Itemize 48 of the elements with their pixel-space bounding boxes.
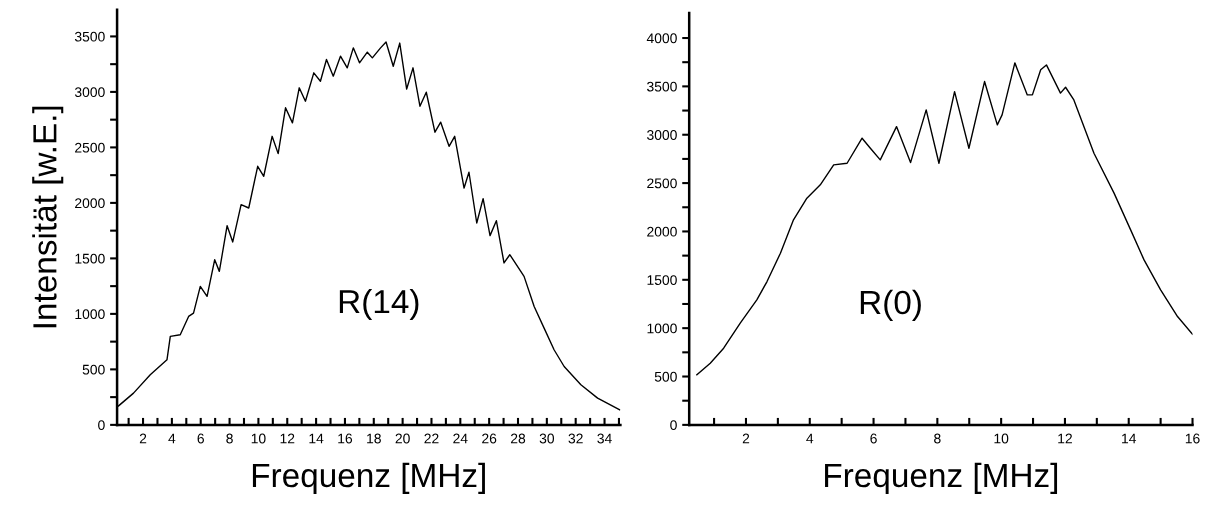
x-tick-label: 18 (367, 433, 381, 444)
x-tick-label: 34 (597, 433, 612, 444)
y-tick-label: 3000 (74, 87, 105, 98)
y-tick-label: 0 (670, 420, 677, 431)
x-tick-label: 14 (1122, 433, 1137, 444)
x-tick-label: 16 (1185, 433, 1200, 444)
x-tick-label: 6 (197, 433, 204, 444)
annotation: R(14) (339, 288, 419, 321)
y-tick-label: 2500 (647, 178, 677, 189)
x-tick-label: 4 (168, 433, 176, 444)
x-tick-label: 2 (742, 433, 750, 444)
x-tick-label: 22 (424, 433, 439, 444)
y-tick-label: 4000 (646, 33, 677, 44)
x-tick-label: 28 (510, 433, 526, 444)
y-tick-label: 2000 (647, 226, 677, 237)
y-tick-label: 2500 (75, 142, 105, 153)
x-tick-label: 8 (934, 433, 941, 444)
x-tick-label: 2 (139, 433, 147, 444)
annotation: R(0) (860, 289, 921, 321)
x-tick-label: 16 (338, 433, 353, 444)
x-tick-label: 32 (568, 433, 583, 444)
y-tick-label: 3000 (647, 130, 677, 140)
y-tick-label: 500 (654, 371, 677, 382)
y-axis-title: Intensität [w.E.] (32, 106, 64, 328)
x-tick-label: 8 (226, 433, 233, 444)
x-tick-label: 10 (251, 433, 266, 444)
y-tick-label: 1000 (647, 323, 677, 334)
y-tick-label: 3500 (647, 81, 677, 92)
y-tick-label: 0 (98, 420, 105, 431)
x-axis-title: Frequenz [MHz] (825, 462, 1058, 494)
x-tick-label: 24 (453, 433, 468, 444)
x-tick-label: 4 (806, 433, 814, 444)
line-series (696, 62, 1193, 376)
x-tick-label: 6 (870, 433, 877, 444)
x-tick-label: 30 (539, 433, 555, 444)
x-tick-label: 10 (994, 433, 1009, 444)
x-tick-label: 14 (309, 433, 324, 444)
x-tick-label: 12 (280, 433, 295, 444)
y-tick-label: 1500 (75, 253, 105, 264)
x-tick-label: 26 (482, 433, 497, 444)
y-tick-label: 500 (82, 364, 105, 375)
x-axis-title: Frequenz [MHz] (252, 462, 485, 494)
x-tick-label: 20 (395, 433, 410, 444)
y-tick-label: 1500 (647, 275, 677, 285)
x-tick-label: 12 (1058, 433, 1072, 444)
y-tick-label: 1000 (75, 309, 105, 320)
y-tick-label: 2000 (75, 198, 105, 209)
y-tick-label: 3500 (74, 31, 105, 42)
